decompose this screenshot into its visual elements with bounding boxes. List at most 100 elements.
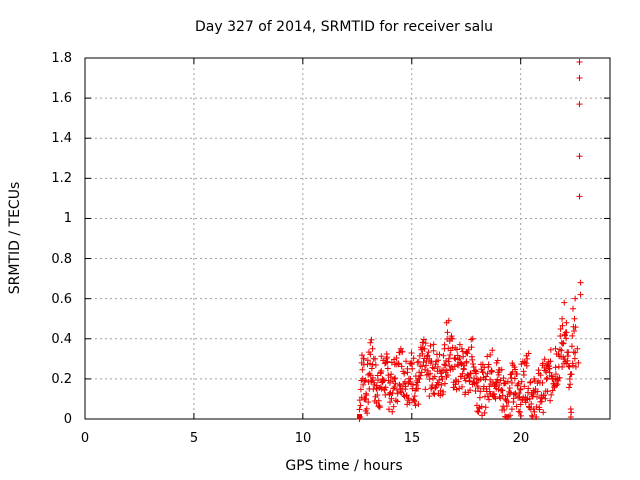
data-point xyxy=(565,363,572,370)
data-point xyxy=(432,361,439,368)
data-point xyxy=(569,332,576,339)
data-point xyxy=(422,386,429,393)
data-point xyxy=(361,395,368,402)
data-point xyxy=(517,386,524,393)
data-point xyxy=(542,395,549,402)
data-point xyxy=(367,360,374,367)
data-point xyxy=(375,377,382,384)
data-point xyxy=(523,360,530,367)
data-point xyxy=(556,346,563,353)
data-point xyxy=(376,384,383,391)
data-point xyxy=(443,367,450,374)
grid-lines xyxy=(85,58,610,419)
data-point xyxy=(536,379,543,386)
data-point xyxy=(572,349,579,356)
data-point xyxy=(561,299,568,306)
data-point xyxy=(417,372,424,379)
data-point xyxy=(414,379,421,386)
data-point xyxy=(409,381,416,388)
data-point xyxy=(563,329,570,336)
data-point xyxy=(539,360,546,367)
data-point xyxy=(463,358,470,365)
data-point xyxy=(467,370,474,377)
data-point xyxy=(381,387,388,394)
data-point xyxy=(431,391,438,398)
data-point xyxy=(445,355,452,362)
data-point xyxy=(488,368,495,375)
x-tick-label-0: 0 xyxy=(81,431,89,446)
data-point xyxy=(364,357,371,364)
data-point xyxy=(356,406,363,413)
data-point xyxy=(485,396,492,403)
data-point xyxy=(469,361,476,368)
data-point xyxy=(560,340,567,347)
data-point xyxy=(407,375,414,382)
data-point xyxy=(447,366,454,373)
data-point xyxy=(534,388,541,395)
data-point xyxy=(489,347,496,354)
axis-ticks xyxy=(84,57,610,420)
data-point xyxy=(441,380,448,387)
data-point xyxy=(427,370,434,377)
data-point xyxy=(405,395,412,402)
data-point xyxy=(478,403,485,410)
data-point xyxy=(518,378,525,385)
data-point xyxy=(437,387,444,394)
data-point xyxy=(513,403,520,410)
x-tick-label-20: 20 xyxy=(513,431,530,446)
data-point xyxy=(468,336,475,343)
data-point xyxy=(405,380,412,387)
data-point xyxy=(576,153,583,160)
data-point xyxy=(575,359,582,366)
data-point xyxy=(418,369,425,376)
data-point xyxy=(372,355,379,362)
y-tick-label-1.8: 1.8 xyxy=(51,51,72,66)
data-point xyxy=(441,341,448,348)
data-point xyxy=(566,384,573,391)
data-point xyxy=(416,375,423,382)
data-point xyxy=(455,356,462,363)
data-point xyxy=(432,385,439,392)
data-point xyxy=(357,402,364,409)
data-point xyxy=(505,399,512,406)
y-tick-label-0.4: 0.4 xyxy=(51,332,72,347)
data-point xyxy=(459,370,466,377)
data-point xyxy=(570,349,577,356)
data-point xyxy=(500,375,507,382)
x-tick-labels: 0 5 10 15 20 xyxy=(81,431,529,446)
data-point xyxy=(559,322,566,329)
data-point xyxy=(525,350,532,357)
data-point xyxy=(411,393,418,400)
data-point xyxy=(520,372,527,379)
data-point xyxy=(466,377,473,384)
data-point xyxy=(508,406,515,413)
data-point xyxy=(388,395,395,402)
data-point xyxy=(437,370,444,377)
data-point xyxy=(469,356,476,363)
data-point xyxy=(484,370,491,377)
data-point xyxy=(431,365,438,372)
data-point xyxy=(530,389,537,396)
data-point xyxy=(483,373,490,380)
data-point xyxy=(471,375,478,382)
data-point xyxy=(420,359,427,366)
data-point xyxy=(547,346,554,353)
data-point xyxy=(359,366,366,373)
data-point xyxy=(361,378,368,385)
data-point xyxy=(365,399,372,406)
data-point xyxy=(387,399,394,406)
data-point xyxy=(506,385,513,392)
data-points xyxy=(356,59,584,422)
data-point xyxy=(438,382,445,389)
data-point xyxy=(456,355,463,362)
data-point xyxy=(498,366,505,373)
data-point xyxy=(577,291,584,298)
data-point xyxy=(552,364,559,371)
data-point xyxy=(412,402,419,409)
data-point xyxy=(521,359,528,366)
data-point xyxy=(401,370,408,377)
data-point xyxy=(557,326,564,333)
data-point xyxy=(572,324,579,331)
data-point xyxy=(572,295,579,302)
data-point xyxy=(456,341,463,348)
